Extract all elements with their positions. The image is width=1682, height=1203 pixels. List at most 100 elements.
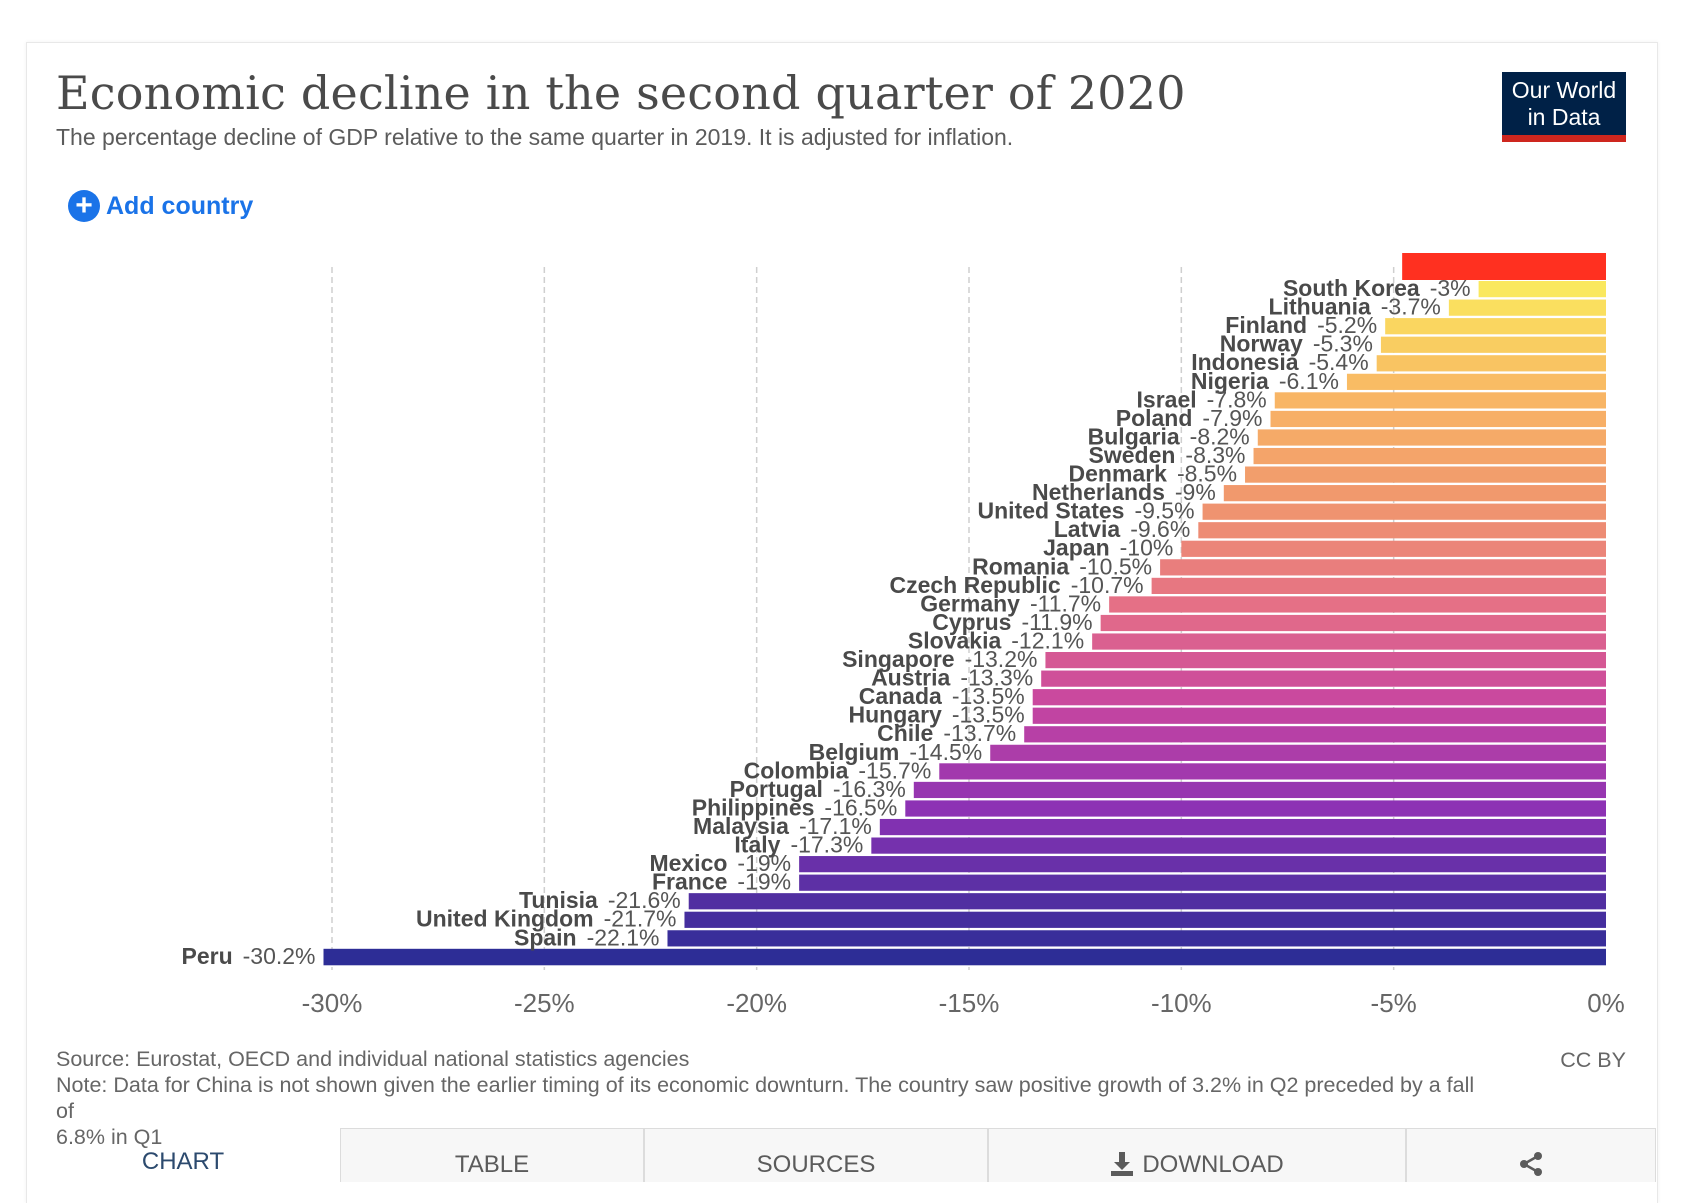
bar-country-label: Indonesia	[1191, 349, 1299, 375]
bar-chile	[1024, 726, 1606, 743]
bar-italy	[871, 837, 1606, 854]
tab-chart[interactable]: CHART	[26, 1128, 340, 1182]
note-line-2: of	[56, 1099, 74, 1123]
share-icon	[1518, 1151, 1544, 1184]
note-line-3: 6.8% in Q1	[56, 1125, 163, 1149]
logo-line-2: in Data	[1527, 104, 1601, 130]
label-layer: -3% South Korea-3.7% Lithuania-5.2% Finland…	[181, 275, 1470, 969]
bar-united-kingdom	[684, 911, 1606, 928]
x-tick-label: -5%	[1371, 988, 1417, 1018]
bar-country-label: Lithuania	[1269, 294, 1371, 320]
bar-country-label: Peru	[181, 943, 232, 969]
bar-country-label: Romania	[972, 553, 1069, 579]
bar-canada	[1032, 689, 1606, 706]
bar-country-label: Netherlands	[1032, 479, 1165, 505]
bar-value-label: -9.6%	[1130, 516, 1190, 542]
x-tick-label: -25%	[514, 988, 575, 1018]
bar-tunisia	[688, 893, 1606, 910]
bar-singapore	[1045, 652, 1606, 669]
tab-download-label: DOWNLOAD	[1142, 1151, 1284, 1178]
bar-slovakia	[1092, 633, 1606, 650]
x-tick-label: -10%	[1151, 988, 1212, 1018]
x-tick-label: -30%	[302, 988, 363, 1018]
bar-value-label: -10.7%	[1071, 572, 1144, 598]
tab-download[interactable]: DOWNLOAD	[988, 1128, 1406, 1182]
bar-country-label: Czech Republic	[889, 572, 1060, 598]
download-icon	[1110, 1151, 1134, 1184]
add-country-button[interactable]: + Add country	[68, 190, 253, 222]
bar-country-label: Colombia	[744, 757, 849, 783]
bar-country-label: Belgium	[809, 739, 900, 765]
bar-country-label: Italy	[734, 832, 780, 858]
bar-value-label: -16.3%	[833, 776, 906, 802]
bar-country-label: Bulgaria	[1088, 423, 1180, 449]
bar-philippines	[905, 800, 1606, 817]
bar-czech-republic	[1151, 577, 1606, 594]
note-line-1: Note: Data for China is not shown given …	[56, 1073, 1475, 1097]
bar-value-label: -8.5%	[1177, 461, 1237, 487]
bar-netherlands	[1223, 485, 1606, 502]
bar-value-label: -19%	[737, 850, 791, 876]
bar-country-label: Finland	[1225, 312, 1307, 338]
bar-finland	[1385, 318, 1606, 335]
bar-country-label: Cyprus	[932, 609, 1011, 635]
bar-value-label: -11.9%	[1021, 609, 1092, 635]
bar-value-label: -16.5%	[824, 794, 897, 820]
bar-south-korea	[1478, 281, 1606, 298]
bar-country-label: Latvia	[1054, 516, 1121, 542]
bar-value-label: -30.2%	[243, 943, 316, 969]
bar-value-label: -5.3%	[1313, 331, 1373, 357]
bar-country-label: United Kingdom	[416, 906, 594, 932]
bar-value-label: -7.9%	[1202, 405, 1262, 431]
bar-austria	[1041, 670, 1606, 687]
x-tick-label: -20%	[726, 988, 787, 1018]
logo-line-1: Our World	[1511, 77, 1617, 103]
logo-stripe	[1502, 135, 1626, 142]
bar-mexico	[799, 856, 1606, 873]
add-country-label: Add country	[106, 191, 254, 220]
bar-value-label: -3.7%	[1381, 294, 1441, 320]
bar-value-label: -13.7%	[943, 720, 1016, 746]
bar-indonesia	[1376, 355, 1606, 372]
bar-value-label: -17.3%	[790, 832, 863, 858]
bar-france	[799, 874, 1606, 891]
bar-hungary	[1032, 707, 1606, 724]
bar-value-label: -10%	[1120, 535, 1174, 561]
bar-country-label: Spain	[514, 924, 577, 950]
bar-value-label: -12.1%	[1011, 627, 1084, 653]
tab-table-label: TABLE	[454, 1151, 530, 1178]
bar-value-label: -21.7%	[604, 906, 677, 932]
bar-country-label: Israel	[1137, 386, 1197, 412]
bar-japan	[1181, 540, 1606, 557]
bar-value-label: -9%	[1175, 479, 1216, 505]
bar-hidden-top	[1402, 253, 1606, 280]
plus-circle-icon: +	[68, 190, 100, 222]
tab-sources-label: SOURCES	[756, 1151, 876, 1178]
bar-value-label: -10.5%	[1079, 553, 1152, 579]
bar-bulgaria	[1257, 429, 1606, 446]
bar-value-label: -5.2%	[1317, 312, 1377, 338]
bar-country-label: Singapore	[842, 646, 954, 672]
bar-colombia	[939, 763, 1606, 780]
bar-value-label: -9.5%	[1134, 498, 1194, 524]
bar-value-label: -17.1%	[799, 813, 872, 839]
bar-nigeria	[1346, 373, 1606, 390]
tab-share[interactable]	[1406, 1128, 1656, 1182]
bar-country-label: Sweden	[1089, 442, 1176, 468]
bar-country-label: Slovakia	[908, 627, 1002, 653]
x-tick-label: -15%	[939, 988, 1000, 1018]
tab-sources[interactable]: SOURCES	[644, 1128, 988, 1182]
bar-value-label: -13.2%	[965, 646, 1038, 672]
bar-country-label: Malaysia	[693, 813, 789, 839]
bar-value-label: -21.6%	[608, 887, 681, 913]
license-link[interactable]: CC BY	[1560, 1048, 1626, 1072]
bar-malaysia	[879, 818, 1606, 836]
x-tick-label: 0%	[1587, 988, 1625, 1018]
bar-norway	[1380, 336, 1606, 353]
bar-country-label: Austria	[871, 665, 950, 691]
tab-table[interactable]: TABLE	[340, 1128, 644, 1182]
owid-logo[interactable]: Our World in Data	[1502, 72, 1626, 142]
bar-country-label: Philippines	[692, 794, 815, 820]
bar-value-label: -22.1%	[587, 924, 660, 950]
bar-value-label: -13.5%	[952, 702, 1025, 728]
